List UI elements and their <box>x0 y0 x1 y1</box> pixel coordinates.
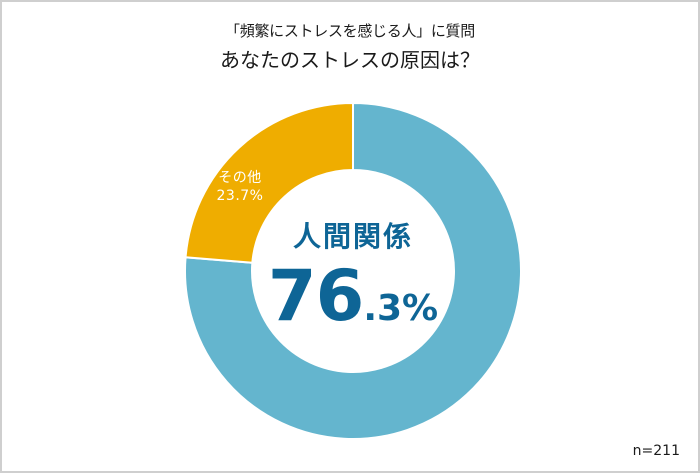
sample-size-label: n=211 <box>632 443 680 459</box>
chart-subtitle: 「頻繁にストレスを感じる人」に質問 <box>225 22 475 40</box>
segment-label-other-value: 23.7% <box>216 188 264 204</box>
center-value-integer: 76 <box>267 255 364 337</box>
donut-segment-human-relations <box>184 101 522 440</box>
center-category-label: 人間関係 <box>292 220 413 253</box>
center-value-fraction: .3% <box>363 288 439 329</box>
donut-segment-other <box>184 101 354 264</box>
center-value: 76.3% <box>253 258 453 347</box>
segment-label-other-name: その他 <box>218 170 262 186</box>
segment-label-other: その他 23.7% <box>205 169 275 205</box>
chart-title: あなたのストレスの原因は？ <box>220 48 480 72</box>
